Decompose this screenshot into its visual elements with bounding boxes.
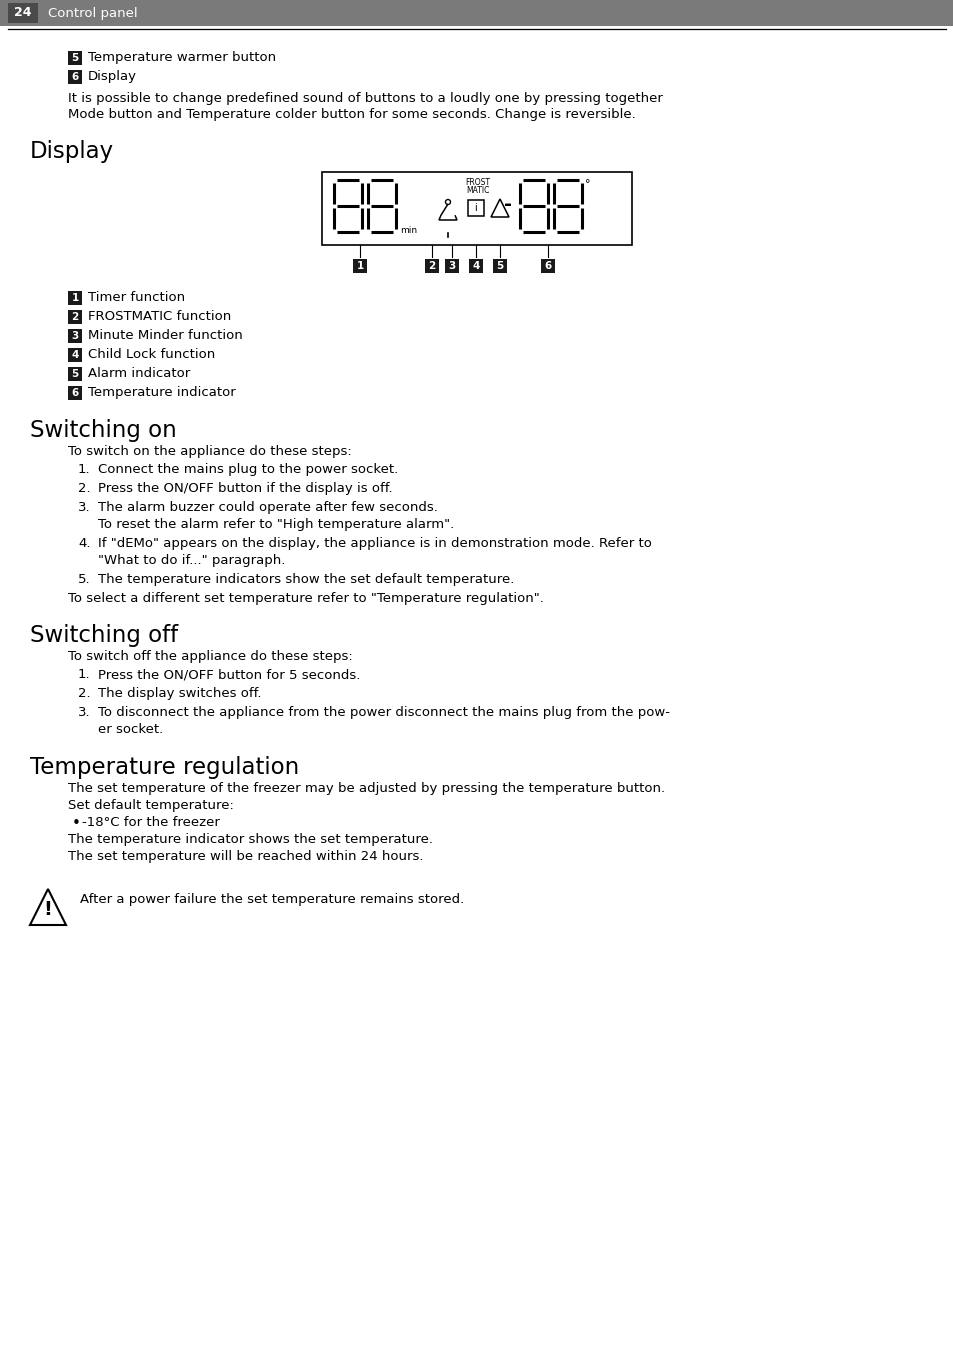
Text: 6: 6	[544, 261, 551, 270]
Text: i: i	[475, 203, 476, 214]
Text: Alarm indicator: Alarm indicator	[88, 366, 190, 380]
Text: The temperature indicators show the set default temperature.: The temperature indicators show the set …	[98, 573, 514, 585]
Bar	[68, 51, 82, 65]
Text: Display: Display	[30, 141, 114, 164]
Text: Press the ON/OFF button if the display is off.: Press the ON/OFF button if the display i…	[98, 483, 393, 495]
Text: Set default temperature:: Set default temperature:	[68, 799, 233, 813]
Text: "What to do if..." paragraph.: "What to do if..." paragraph.	[98, 554, 285, 566]
Text: After a power failure the set temperature remains stored.: After a power failure the set temperatur…	[80, 894, 464, 906]
Text: 4.: 4.	[78, 537, 91, 550]
Text: Connect the mains plug to the power socket.: Connect the mains plug to the power sock…	[98, 462, 397, 476]
Text: 24: 24	[14, 7, 31, 19]
Text: 4: 4	[472, 261, 479, 270]
Text: er socket.: er socket.	[98, 723, 163, 735]
Text: The temperature indicator shows the set temperature.: The temperature indicator shows the set …	[68, 833, 433, 846]
Text: The set temperature will be reached within 24 hours.: The set temperature will be reached with…	[68, 850, 423, 863]
Text: •: •	[71, 817, 81, 831]
Text: 4: 4	[71, 350, 78, 360]
Text: 2.: 2.	[78, 687, 91, 700]
Text: Minute Minder function: Minute Minder function	[88, 329, 242, 342]
Text: Temperature indicator: Temperature indicator	[88, 387, 235, 399]
Bar	[493, 260, 506, 273]
Text: 2: 2	[428, 261, 436, 270]
Text: Mode button and Temperature colder button for some seconds. Change is reversible: Mode button and Temperature colder butto…	[68, 108, 635, 120]
Text: Temperature regulation: Temperature regulation	[30, 756, 299, 779]
Text: 5: 5	[496, 261, 503, 270]
Text: To switch on the appliance do these steps:: To switch on the appliance do these step…	[68, 445, 352, 458]
Text: -18°C for the freezer: -18°C for the freezer	[82, 817, 219, 829]
Text: Child Lock function: Child Lock function	[88, 347, 215, 361]
Text: 1: 1	[356, 261, 363, 270]
Bar	[468, 200, 483, 216]
Text: min: min	[399, 226, 416, 235]
Text: The set temperature of the freezer may be adjusted by pressing the temperature b: The set temperature of the freezer may b…	[68, 781, 664, 795]
Bar	[0, 0, 953, 26]
Text: It is possible to change predefined sound of buttons to a loudly one by pressing: It is possible to change predefined soun…	[68, 92, 662, 105]
Text: 1: 1	[71, 293, 78, 303]
Text: 6: 6	[71, 388, 78, 397]
Text: 5: 5	[71, 369, 78, 379]
Text: MATIC: MATIC	[466, 187, 489, 195]
Text: 6: 6	[71, 72, 78, 82]
Text: FROSTMATIC function: FROSTMATIC function	[88, 310, 231, 323]
Text: To switch off the appliance do these steps:: To switch off the appliance do these ste…	[68, 650, 353, 662]
Text: 2.: 2.	[78, 483, 91, 495]
Text: The display switches off.: The display switches off.	[98, 687, 261, 700]
Text: -: -	[503, 195, 512, 214]
Bar	[68, 310, 82, 324]
Bar	[68, 387, 82, 400]
Text: To reset the alarm refer to "High temperature alarm".: To reset the alarm refer to "High temper…	[98, 518, 454, 531]
Polygon shape	[30, 890, 66, 925]
Bar	[444, 260, 458, 273]
Text: If "dEMo" appears on the display, the appliance is in demonstration mode. Refer : If "dEMo" appears on the display, the ap…	[98, 537, 651, 550]
Bar	[68, 70, 82, 84]
Text: 5.: 5.	[78, 573, 91, 585]
Text: Display: Display	[88, 70, 137, 82]
Text: FROST: FROST	[465, 178, 490, 187]
Text: °: °	[584, 178, 590, 189]
Text: To select a different set temperature refer to "Temperature regulation".: To select a different set temperature re…	[68, 592, 543, 604]
Bar	[8, 3, 38, 23]
Bar	[68, 329, 82, 343]
Text: Switching on: Switching on	[30, 419, 176, 442]
Bar	[68, 366, 82, 381]
Text: The alarm buzzer could operate after few seconds.: The alarm buzzer could operate after few…	[98, 502, 437, 514]
Text: !: !	[44, 900, 52, 919]
Bar	[353, 260, 367, 273]
Text: 3.: 3.	[78, 502, 91, 514]
Bar	[68, 291, 82, 306]
Text: 1.: 1.	[78, 462, 91, 476]
Bar	[469, 260, 482, 273]
Text: 1.: 1.	[78, 668, 91, 681]
Bar	[68, 347, 82, 362]
Text: Temperature warmer button: Temperature warmer button	[88, 51, 275, 64]
Text: Control panel: Control panel	[48, 7, 137, 19]
Bar	[540, 260, 555, 273]
Text: Switching off: Switching off	[30, 625, 178, 648]
Text: 2: 2	[71, 312, 78, 322]
Text: To disconnect the appliance from the power disconnect the mains plug from the po: To disconnect the appliance from the pow…	[98, 706, 669, 719]
Text: 3: 3	[71, 331, 78, 341]
Bar	[322, 172, 631, 245]
Text: Timer function: Timer function	[88, 291, 185, 304]
Text: 3.: 3.	[78, 706, 91, 719]
Text: 3: 3	[448, 261, 456, 270]
Text: 5: 5	[71, 53, 78, 64]
Bar	[424, 260, 438, 273]
Text: Press the ON/OFF button for 5 seconds.: Press the ON/OFF button for 5 seconds.	[98, 668, 360, 681]
